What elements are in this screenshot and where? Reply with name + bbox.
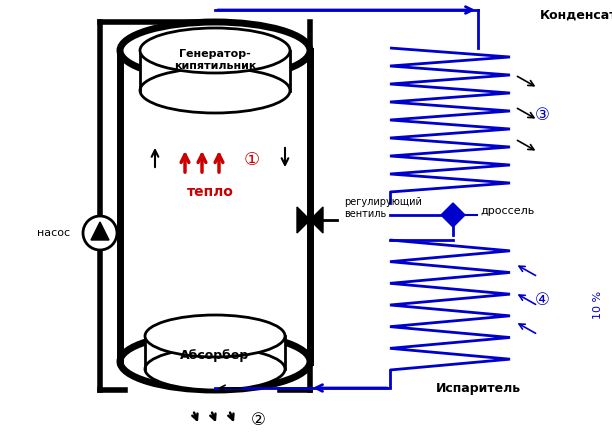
Text: тепло: тепло [187, 185, 233, 199]
Text: ①: ① [244, 151, 260, 169]
Ellipse shape [140, 28, 290, 73]
Polygon shape [145, 336, 285, 369]
Ellipse shape [140, 68, 290, 113]
Text: Генератор-
кипятильник: Генератор- кипятильник [174, 49, 256, 71]
Polygon shape [91, 222, 109, 240]
Text: Конденсатор: Конденсатор [540, 8, 612, 22]
Ellipse shape [145, 315, 285, 357]
Ellipse shape [120, 333, 310, 390]
Polygon shape [310, 207, 323, 233]
Circle shape [83, 216, 117, 250]
Polygon shape [441, 203, 465, 227]
Text: Испаритель: Испаритель [435, 382, 521, 395]
Text: дроссель: дроссель [480, 206, 534, 216]
Text: ②: ② [250, 411, 266, 429]
Text: насос: насос [37, 228, 70, 238]
Text: регулирующий
вентиль: регулирующий вентиль [344, 197, 422, 219]
Polygon shape [140, 50, 290, 91]
Text: Абсорбер: Абсорбер [181, 348, 250, 362]
Text: ③: ③ [534, 106, 550, 124]
Ellipse shape [120, 22, 310, 79]
Polygon shape [297, 207, 310, 233]
Polygon shape [120, 50, 310, 362]
Text: ④: ④ [534, 291, 550, 309]
Text: 10 %: 10 % [593, 291, 603, 319]
Ellipse shape [145, 348, 285, 390]
